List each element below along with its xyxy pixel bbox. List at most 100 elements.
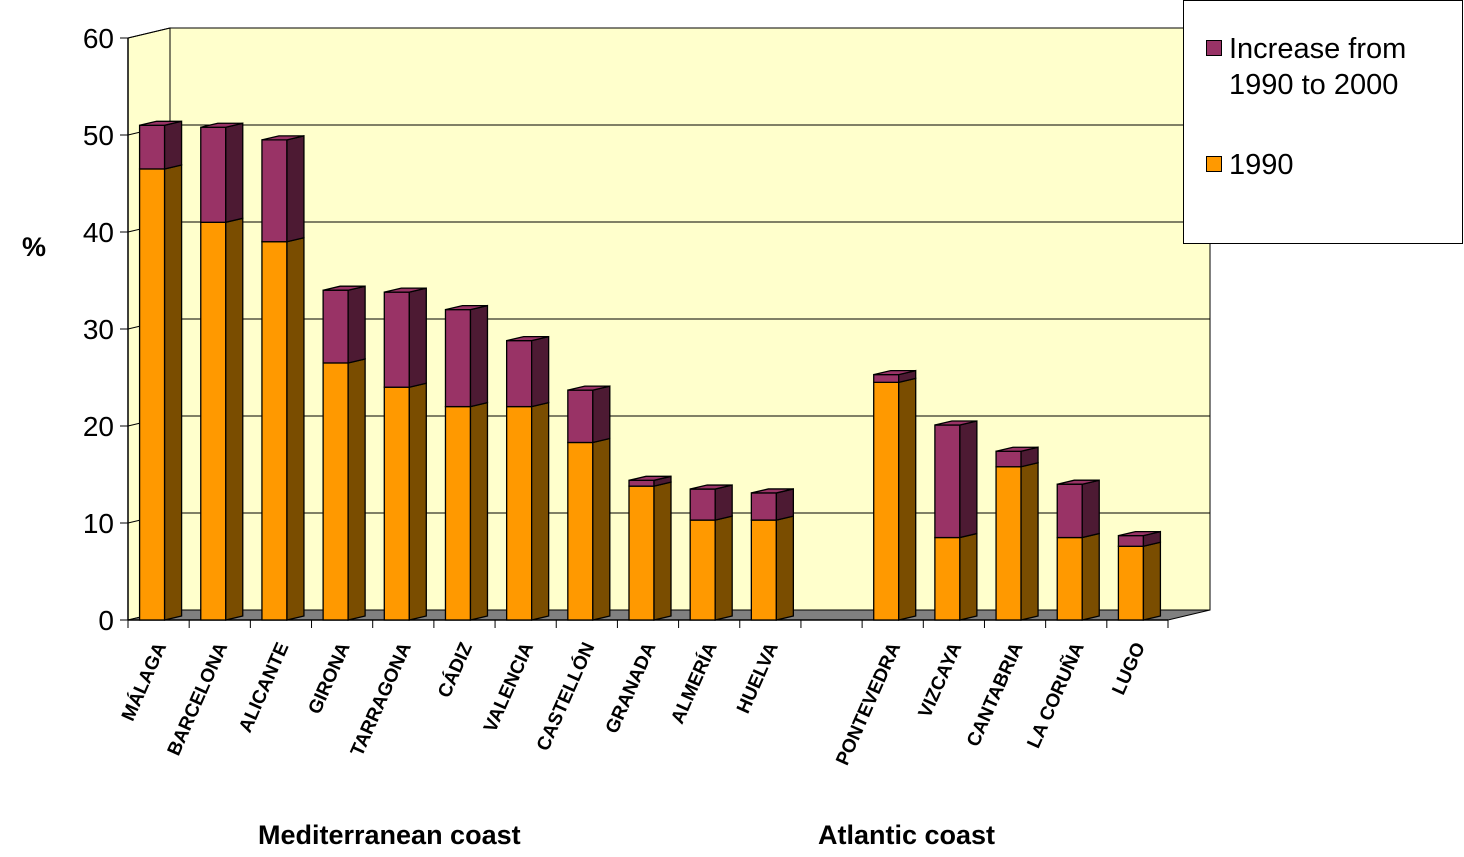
bar-1990 bbox=[505, 401, 550, 621]
x-tick-label: CASTELLÓN bbox=[532, 639, 599, 754]
bar-1990 bbox=[261, 236, 305, 621]
bar-top bbox=[384, 287, 427, 293]
bar-increase-side bbox=[347, 285, 366, 364]
bar-1990 bbox=[1117, 541, 1162, 621]
bar-increase-front bbox=[505, 339, 533, 408]
y-tick-label: 40 bbox=[83, 217, 114, 248]
bar-top bbox=[628, 475, 672, 481]
bar-1990-side bbox=[1142, 541, 1162, 621]
bar-1990-side bbox=[286, 236, 305, 621]
bar-increase bbox=[383, 287, 427, 389]
bar-increase-side bbox=[225, 122, 244, 224]
bar-increase-front bbox=[200, 126, 227, 223]
bar-increase-front bbox=[934, 424, 961, 539]
y-tick-labels: 0 10 20 30 40 50 60 bbox=[83, 23, 114, 636]
bar-increase bbox=[261, 135, 305, 243]
bar-1990 bbox=[200, 217, 244, 621]
bar-increase-front bbox=[444, 308, 472, 408]
bar-1990-front bbox=[1056, 536, 1083, 621]
x-tick-label: TARRAGONA bbox=[347, 639, 416, 759]
bar-increase bbox=[1056, 479, 1100, 539]
bar-increase-front bbox=[689, 488, 716, 521]
bar-top bbox=[567, 385, 610, 391]
x-tick-label: BARCELONA bbox=[164, 639, 233, 759]
bar-increase-front bbox=[383, 291, 410, 388]
x-tick-label: GIRONA bbox=[305, 639, 355, 717]
x-tick-label: GRANADA bbox=[602, 639, 661, 737]
bar-1990-side bbox=[225, 217, 244, 621]
bar-increase-side bbox=[714, 484, 733, 521]
bar-1990-front bbox=[934, 536, 961, 621]
y-tick-label: 30 bbox=[83, 314, 114, 345]
bar-1990-side bbox=[653, 481, 672, 621]
bar-1990-front bbox=[444, 405, 472, 621]
bars bbox=[138, 120, 1162, 621]
bar-1990 bbox=[934, 532, 978, 621]
bar-1990-side bbox=[1020, 461, 1039, 621]
bar-1990-front bbox=[322, 362, 349, 621]
bar-1990-front bbox=[689, 519, 716, 621]
bar-increase-side bbox=[163, 120, 183, 170]
legend-item-increase: Increase from 1990 to 2000 bbox=[1206, 31, 1449, 103]
bar-increase bbox=[200, 122, 244, 224]
bar-1990-front bbox=[567, 441, 594, 621]
bar-1990-front bbox=[505, 405, 533, 621]
bar-1990-front bbox=[383, 386, 410, 621]
bar-increase-side bbox=[1081, 479, 1100, 539]
x-tick-label: LA CORUÑA bbox=[1023, 639, 1089, 752]
bar-top bbox=[690, 484, 733, 490]
bar-increase-side bbox=[530, 335, 550, 408]
bar-top bbox=[1057, 479, 1100, 485]
bar-1990-front bbox=[995, 466, 1022, 621]
bar-increase bbox=[505, 335, 550, 408]
bar-increase bbox=[138, 120, 183, 170]
bar-increase-side bbox=[959, 420, 978, 539]
x-tick-label: CÁDIZ bbox=[433, 639, 477, 701]
x-tick-label: ALMERÍA bbox=[666, 639, 721, 727]
x-tick-label: MÁLAGA bbox=[117, 639, 171, 724]
bar-increase bbox=[934, 420, 978, 539]
bar-increase bbox=[995, 446, 1039, 468]
bar-increase bbox=[444, 304, 489, 408]
bar-top bbox=[506, 335, 549, 342]
bar-increase-front bbox=[322, 289, 349, 364]
group-label-atlantic: Atlantic coast bbox=[818, 820, 996, 850]
bar-increase-side bbox=[286, 135, 305, 243]
bar-1990 bbox=[322, 358, 366, 621]
bar-1990 bbox=[1056, 532, 1100, 621]
legend-swatch-1990 bbox=[1206, 156, 1222, 172]
bar-increase bbox=[750, 488, 795, 521]
bar-top bbox=[995, 446, 1039, 452]
bar-increase-front bbox=[995, 450, 1022, 468]
bar-1990-side bbox=[592, 437, 611, 621]
bar-increase-side bbox=[408, 287, 427, 389]
legend-label-1990: 1990 bbox=[1229, 149, 1294, 181]
x-tick-label: VIZCAYA bbox=[915, 639, 967, 721]
bar-1990 bbox=[995, 461, 1039, 621]
bar-increase bbox=[567, 385, 611, 444]
bar-top bbox=[261, 135, 305, 141]
bar-increase-front bbox=[1056, 483, 1083, 539]
x-tick-label: CANTABRIA bbox=[963, 639, 1028, 750]
bar-1990 bbox=[138, 164, 183, 621]
bar-1990-side bbox=[530, 401, 550, 621]
bar-1990-side bbox=[775, 515, 795, 621]
x-tick-label: LUGO bbox=[1108, 639, 1150, 698]
bar-top bbox=[139, 120, 182, 126]
bar-1990 bbox=[444, 401, 489, 621]
gridline-side bbox=[127, 27, 171, 39]
bar-1990-front bbox=[1117, 545, 1145, 621]
bar-increase-front bbox=[261, 139, 288, 243]
bar-1990-front bbox=[628, 485, 655, 621]
bar-1990-front bbox=[261, 241, 288, 621]
bar-increase bbox=[322, 285, 366, 364]
bar-increase-side bbox=[775, 488, 795, 521]
x-tick-label: PONTEVEDRA bbox=[832, 639, 905, 768]
bar-top bbox=[200, 122, 243, 128]
x-tick-label: HUELVA bbox=[733, 639, 783, 717]
y-axis-label: % bbox=[22, 232, 47, 262]
bar-increase-side bbox=[592, 385, 611, 444]
y-tick-label: 50 bbox=[83, 120, 114, 151]
bar-1990-front bbox=[138, 168, 166, 621]
bar-1990-side bbox=[959, 532, 978, 621]
